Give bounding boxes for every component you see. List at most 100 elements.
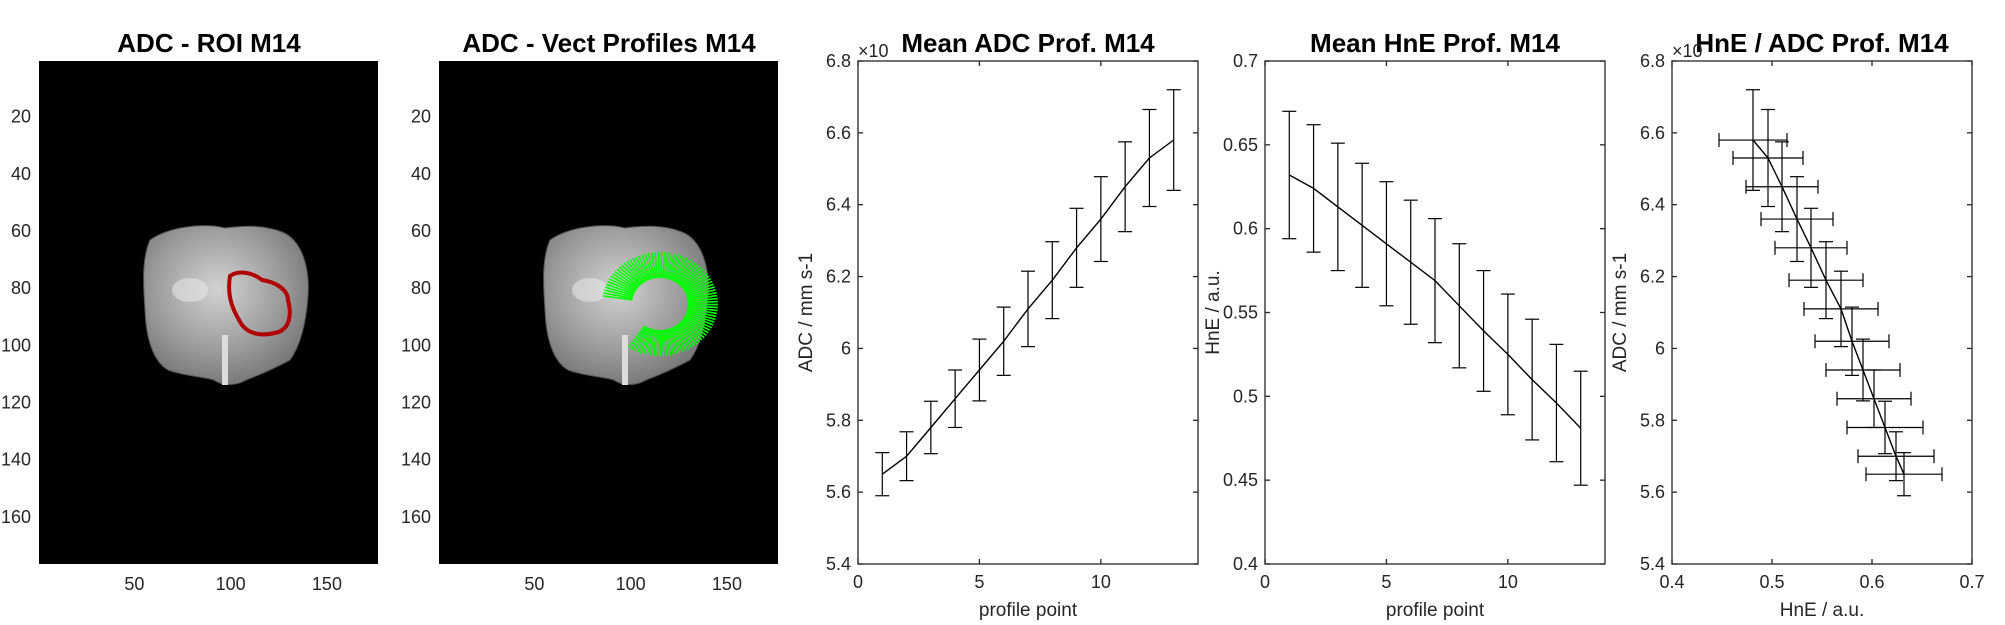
vector-profile-line (629, 259, 647, 283)
chart-title: HnE / ADC Prof. M14 (1695, 28, 1949, 58)
brain-slice-1 (143, 225, 309, 385)
vector-profile-line (616, 268, 640, 288)
vector-profile-line (686, 310, 716, 321)
vector-profile-line (671, 326, 687, 351)
vector-profile-line (687, 307, 718, 315)
vector-profile-line (670, 327, 684, 353)
y-tick-label: 6 (841, 338, 851, 358)
vector-profile-line (631, 257, 648, 282)
image-2-xtick-label: 150 (712, 574, 742, 594)
chart-mean-adc-profile: Mean ADC Prof. M14 0 5 10 5.4 5.6 5.8 6 6.2 6.4 6.… (796, 28, 1199, 621)
image-1-xtick-label: 100 (216, 574, 246, 594)
vector-profile-line (628, 325, 646, 349)
vector-profile-line (665, 329, 675, 355)
vector-profile-line (621, 264, 643, 286)
vector-profile-line (679, 266, 702, 287)
x-tick-label: 0 (853, 572, 863, 592)
image-2-ytick-label: 160 (401, 507, 431, 527)
vector-profile-line (687, 297, 718, 303)
y-exponent-label: ×10 (1672, 41, 1703, 61)
x-axis-label: profile point (1386, 600, 1485, 621)
vector-profile-line (646, 329, 655, 355)
x-tick-label: 0.6 (1859, 572, 1884, 592)
vector-profile-line (604, 286, 634, 297)
vector-profile-line (630, 326, 647, 350)
vector-profile-line (674, 325, 693, 348)
x-tick-label: 10 (1091, 572, 1111, 592)
vector-profile-line (634, 256, 649, 281)
brain-slice-2 (543, 225, 709, 385)
image-1-xtick-label: 150 (312, 574, 342, 594)
vector-profile-line (682, 317, 709, 334)
vector-profile-line (685, 312, 715, 323)
x-axis-label: profile point (979, 600, 1078, 621)
vector-profile-line (668, 328, 681, 354)
y-axis-label: HnE / a.u. (1203, 270, 1224, 355)
vector-profile-line (644, 253, 654, 280)
vector-profile-line (608, 278, 636, 293)
vector-profile-line (681, 318, 707, 336)
roi-contour (227, 270, 292, 337)
vector-profile-line (666, 253, 676, 280)
panel-1-title: ADC - ROI M14 (117, 28, 301, 58)
y-tick-label: 6 (1655, 338, 1665, 358)
y-tick-label: 6.4 (826, 195, 851, 215)
vector-profile-line (678, 322, 701, 343)
x-tick-label: 0.5 (1759, 572, 1784, 592)
vector-profile-line (686, 286, 716, 297)
vector-profile-line (680, 320, 705, 339)
y-tick-label: 0.65 (1223, 135, 1258, 155)
vector-profile-line (607, 280, 636, 294)
y-tick-label: 6.6 (1640, 123, 1665, 143)
vector-profile-line (610, 275, 637, 291)
vector-profile-line (618, 266, 641, 287)
vector-profile-line (636, 327, 650, 353)
image-1-ytick-label: 80 (11, 278, 31, 298)
image-1-ytick-label: 160 (1, 507, 31, 527)
plot-area-box (857, 60, 1199, 565)
panel-2-title: ADC - Vect Profiles M14 (462, 28, 756, 58)
vector-profile-line (669, 255, 682, 281)
vector-profile-line (687, 291, 717, 300)
vector-profile-line (606, 283, 635, 295)
vector-profile-line (661, 252, 666, 279)
y-tick-label: 5.8 (1640, 410, 1665, 430)
vector-profile-line (673, 326, 690, 350)
vector-profile-line (687, 300, 718, 304)
series-line (1752, 139, 1905, 475)
y-tick-label: 5.4 (826, 554, 851, 574)
y-tick-label: 5.6 (1640, 482, 1665, 502)
image-1-ytick-label: 140 (1, 450, 31, 470)
vector-profile-line (672, 257, 688, 282)
panel-adc-roi: ADC - ROI M14 50 100 150 20 40 60 80 100 120 140 1… (1, 28, 378, 594)
y-tick-label: 0.5 (1233, 386, 1258, 406)
y-tick-label: 0.7 (1233, 51, 1258, 71)
vector-profile-line (670, 256, 685, 281)
vector-profile-line (683, 316, 711, 331)
image-2-ytick-label: 20 (411, 107, 431, 127)
vector-profile-line (603, 289, 634, 298)
vector-profile-line (687, 304, 718, 309)
vector-profile-line (659, 251, 663, 279)
chart-title: Mean ADC Prof. M14 (901, 28, 1155, 58)
vector-profile-line (684, 315, 713, 329)
vector-profile-line (612, 273, 638, 290)
vector-profile-line (662, 329, 668, 356)
vector-profile-line (677, 264, 699, 285)
vector-profile-line (687, 309, 717, 318)
image-1-xtick-label: 50 (124, 574, 144, 594)
vector-profile-line (641, 254, 652, 280)
vector-profile-line (657, 251, 660, 279)
vector-profile-line (626, 260, 645, 284)
vector-profile-line (676, 324, 696, 347)
vector-profile-line (639, 328, 652, 354)
image-1-ytick-label: 40 (11, 164, 31, 184)
vector-profile-line (664, 252, 673, 279)
vector-profile-line (687, 294, 718, 301)
vector-profile-line (677, 323, 698, 345)
vector-profile-line (650, 252, 657, 279)
image-2-ytick-label: 40 (411, 164, 431, 184)
vector-profile-line (684, 277, 712, 293)
vector-profile-line (603, 292, 633, 300)
image-2-xtick-label: 50 (524, 574, 544, 594)
